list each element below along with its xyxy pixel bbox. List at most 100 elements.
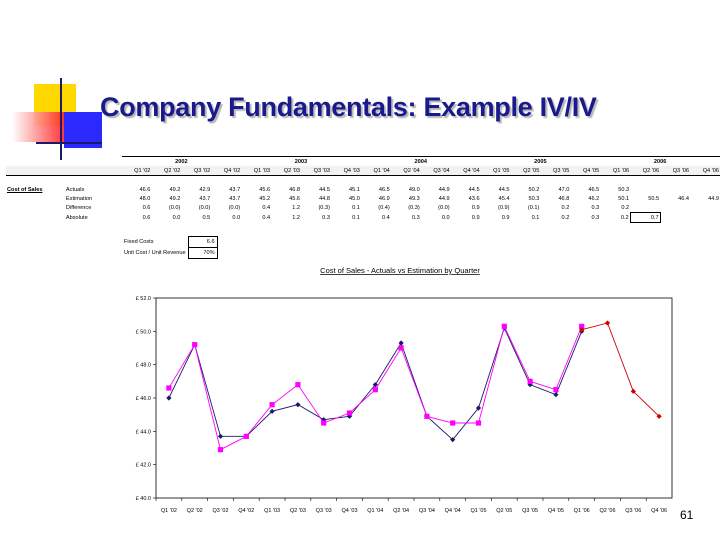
table-cell: (0.0) <box>198 204 211 211</box>
x-tick-label: Q1 '05 <box>470 508 486 514</box>
x-tick-label: Q2 '05 <box>496 508 512 514</box>
series-2-point <box>372 387 378 393</box>
table-cell: 50.2 <box>528 186 540 193</box>
table-cell: 46.4 <box>678 195 690 202</box>
y-tick-label: £ 46.0 <box>136 396 151 402</box>
quarter-header: Q4 '04 <box>450 166 481 176</box>
series-1-point <box>372 382 378 388</box>
table-cell: 49.0 <box>408 186 420 193</box>
quarter-header: Q2 '04 <box>390 166 421 176</box>
table-cell: 46.8 <box>558 195 570 202</box>
series-1-point <box>217 433 224 439</box>
table-cell: 43.7 <box>199 195 211 202</box>
table-cell: 44.9 <box>708 195 719 202</box>
quarter-header: Q1 '04 <box>360 166 391 176</box>
chart-title: Cost of Sales - Actuals vs Estimation by… <box>320 266 480 275</box>
series-2-point <box>424 413 430 419</box>
blank-cell <box>6 166 65 176</box>
table-cell: 0.2 <box>561 214 570 221</box>
table-cell: (0.4) <box>378 204 390 211</box>
series-3-point <box>604 320 611 326</box>
table-cell: (0.1) <box>527 204 540 211</box>
series-2-point <box>321 420 327 426</box>
table-cell: 0.9 <box>471 214 480 221</box>
table-cell: 44.5 <box>498 186 510 193</box>
series-2-point <box>243 433 249 439</box>
table-cell: 0.0 <box>232 214 241 221</box>
quarter-header: Q2 '03 <box>271 166 302 176</box>
y-tick-label: £ 52.0 <box>136 296 151 302</box>
table-cell: 0.1 <box>352 204 360 211</box>
table-cell: 46.8 <box>289 186 301 193</box>
table-cell: 0.3 <box>322 214 330 221</box>
x-tick-label: Q4 '05 <box>548 508 564 514</box>
param-label: Unit Cost / Unit Revenue <box>124 250 186 256</box>
page-number: 61 <box>680 508 694 522</box>
series-1-point <box>295 402 301 408</box>
series-2-point <box>166 385 172 391</box>
series-line-3 <box>581 322 660 417</box>
table-cell: 0.6 <box>142 214 151 221</box>
quarter-header: Q4 '05 <box>570 166 601 176</box>
x-tick-label: Q3 '06 <box>625 508 641 514</box>
table-cell: 0.2 <box>620 214 629 221</box>
series-2-point <box>295 382 301 388</box>
x-tick-label: Q4 '02 <box>238 508 254 514</box>
table-cell: 0.9 <box>471 204 480 211</box>
blank-cell <box>64 166 122 176</box>
quarter-header: Q1 '06 <box>600 166 631 176</box>
series-1-point <box>166 395 172 401</box>
table-cell: 49.2 <box>169 186 181 193</box>
row-label: Estimation <box>65 195 93 202</box>
table-cell: 45.0 <box>348 195 360 202</box>
quarter-header: Q1 '03 <box>241 166 272 176</box>
table-cell: 1.2 <box>292 214 301 221</box>
quarter-header: Q3 '03 <box>301 166 331 176</box>
x-tick-label: Q3 '05 <box>522 508 538 514</box>
series-1-point <box>321 417 327 423</box>
table-cell: 0.4 <box>262 204 271 211</box>
table-cell: 49.3 <box>408 195 420 202</box>
x-tick-label: Q4 '03 <box>341 508 357 514</box>
table-cell: 43.6 <box>468 195 480 202</box>
table-cell: 47.0 <box>558 186 570 193</box>
series-2-point <box>527 378 533 384</box>
y-tick-label: £ 44.0 <box>136 429 151 435</box>
x-tick-label: Q1 '02 <box>161 508 177 514</box>
table-cell: (0.0) <box>438 204 450 211</box>
x-tick-label: Q1 '06 <box>574 508 590 514</box>
table-cell: 0.5 <box>202 214 211 221</box>
data-table: 2002 2003 2004 2005 2006 Q1 '02 Q2 '02 Q3 '02 Q4… <box>6 156 720 223</box>
parameters-table: Fixed Costs 6.6 Unit Cost / Unit Revenue 70… <box>122 236 218 259</box>
section-label: Cost of Sales <box>7 186 43 193</box>
year-header: 2006 <box>600 156 720 166</box>
table-row: Cost of Sales Actuals 46.6 49.2 42.9 43.7 45.6… <box>6 185 720 194</box>
table-cell: 0.3 <box>591 214 600 221</box>
quarter-header: Q2 '06 <box>630 166 661 176</box>
quarter-header: Q3 '06 <box>660 166 691 176</box>
series-3-point <box>579 327 585 333</box>
table-cell: 0.1 <box>531 214 540 221</box>
series-2-point <box>553 387 559 393</box>
series-2-point <box>450 420 456 426</box>
x-tick-label: Q2 '06 <box>599 508 615 514</box>
year-header: 2003 <box>241 156 361 166</box>
x-tick-label: Q3 '03 <box>316 508 332 514</box>
table-cell: 0.3 <box>411 214 420 221</box>
table-cell: 46.6 <box>139 186 151 193</box>
y-tick-label: £ 48.0 <box>136 363 151 369</box>
row-label: Absolute <box>65 214 88 221</box>
x-tick-label: Q2 '02 <box>187 508 203 514</box>
table-cell: (0.9) <box>497 204 510 211</box>
x-tick-label: Q3 '02 <box>212 508 228 514</box>
quarter-header: Q1 '02 <box>121 166 152 176</box>
table-cell: 45.1 <box>348 186 360 193</box>
series-2-point <box>269 402 275 408</box>
quarter-header: Q3 '05 <box>540 166 571 176</box>
quarter-header: Q3 '04 <box>420 166 451 176</box>
x-tick-label: Q4 '06 <box>651 508 667 514</box>
table-cell: 50.3 <box>618 186 630 193</box>
series-2-point <box>579 323 585 329</box>
decor-vertical-line <box>60 78 62 160</box>
